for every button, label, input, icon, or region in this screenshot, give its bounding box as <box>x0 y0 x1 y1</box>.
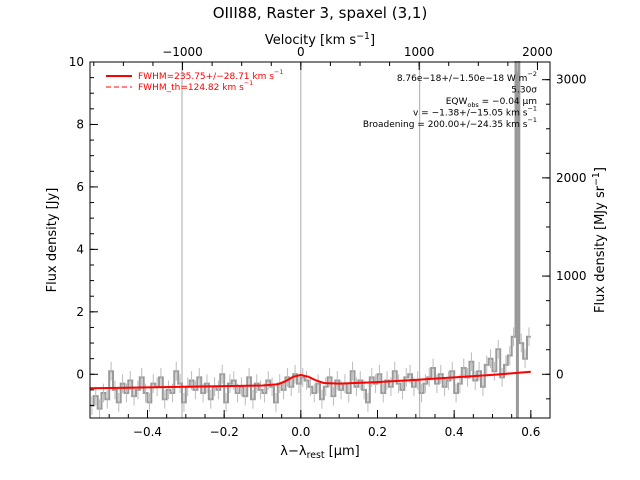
x-tick-label: −0.2 <box>210 425 239 439</box>
x-tick-label: 0.0 <box>291 425 310 439</box>
y-tick-label: 6 <box>76 180 84 194</box>
fit-annotation-4: Broadening = 200.00+/−24.35 km s−1 <box>363 116 537 130</box>
fit-annotation-1: 5.30σ <box>511 86 537 96</box>
x-tick-label: 0.2 <box>368 425 387 439</box>
text-layer: −0.4 −0.2 0.0 0.2 0.4 0.6 −1000 0 1000 2000 0 2 4 6 8 1… <box>45 4 608 461</box>
y2-tick-label: 3000 <box>556 73 587 87</box>
x-tick-label: 0.4 <box>445 425 464 439</box>
chart-title: OIII88, Raster 3, spaxel (3,1) <box>213 4 428 22</box>
y-tick-label: 10 <box>69 55 84 69</box>
y2-tick-label: 0 <box>556 367 564 381</box>
y-tick-label: 8 <box>76 117 84 131</box>
y2-tick-label: 1000 <box>556 269 587 283</box>
right-axis-label: Flux density [MJy sr−1] <box>591 167 608 313</box>
y-tick-label: 4 <box>76 242 84 256</box>
left-axis-label: Flux density [Jy] <box>45 188 60 293</box>
x-tick-label: −0.4 <box>133 425 162 439</box>
x2-tick-label: −1000 <box>162 45 203 59</box>
y-tick-label: 2 <box>76 305 84 319</box>
bottom-axis-label: λ−λrest [μm] <box>280 444 359 461</box>
axes <box>89 61 551 419</box>
x-tick-label: 0.6 <box>521 425 540 439</box>
legend-label-1: FWHM_th=124.82 km s−1 <box>138 79 253 93</box>
top-axis-label: Velocity [km s−1] <box>265 31 375 48</box>
x2-tick-label: 2000 <box>522 45 553 59</box>
vertical-reference-lines <box>181 62 519 418</box>
fit-annotation-2: EQWobs = −0.04 μm <box>446 97 537 109</box>
legend-label-0: FWHM=235.75+/−28.71 km s−1 <box>138 68 283 82</box>
data-layer <box>89 61 531 418</box>
y2-tick-label: 2000 <box>556 171 587 185</box>
x2-tick-label: 0 <box>297 45 305 59</box>
fit-line <box>89 370 531 390</box>
y-tick-label: 0 <box>76 367 84 381</box>
x2-tick-label: 1000 <box>404 45 435 59</box>
fit-annotation-3: v = −1.38+/−15.05 km s−1 <box>413 105 537 119</box>
fit-annotation-0: 8.76e−18+/−1.50e−18 W m−2 <box>397 70 537 84</box>
